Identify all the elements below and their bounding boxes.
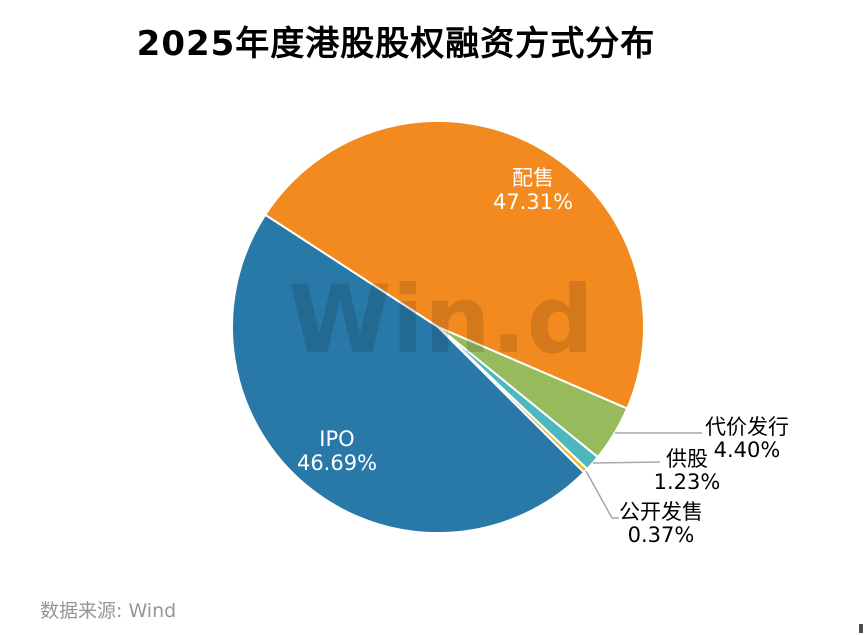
data-source-note: 数据来源: Wind: [40, 600, 177, 622]
pie-slice-0: [264, 120, 646, 410]
slice-name-label-4: IPO: [319, 427, 354, 451]
slice-pct-label-0: 47.31%: [493, 190, 573, 214]
chart-title: 2025年度港股股权融资方式分布: [136, 24, 656, 64]
slice-name-label-3: 公开发售: [619, 500, 703, 524]
slice-pct-label-4: 46.69%: [297, 451, 377, 475]
slice-name-label-1: 代价发行: [705, 415, 789, 439]
slice-pct-label-1: 4.40%: [714, 438, 781, 462]
label-leader-line-3: [585, 470, 619, 519]
wind-watermark: Win.d: [288, 266, 594, 375]
slice-name-label-0: 配售: [512, 166, 554, 190]
pie-slice-4: [230, 213, 585, 534]
slice-pct-label-2: 1.23%: [654, 470, 721, 494]
label-leader-line-2: [592, 461, 661, 464]
pie-slices: [230, 120, 646, 534]
screen-edge-artifact: [859, 624, 863, 633]
slice-pct-label-3: 0.37%: [628, 523, 695, 547]
slice-name-label-2: 供股: [666, 447, 708, 471]
